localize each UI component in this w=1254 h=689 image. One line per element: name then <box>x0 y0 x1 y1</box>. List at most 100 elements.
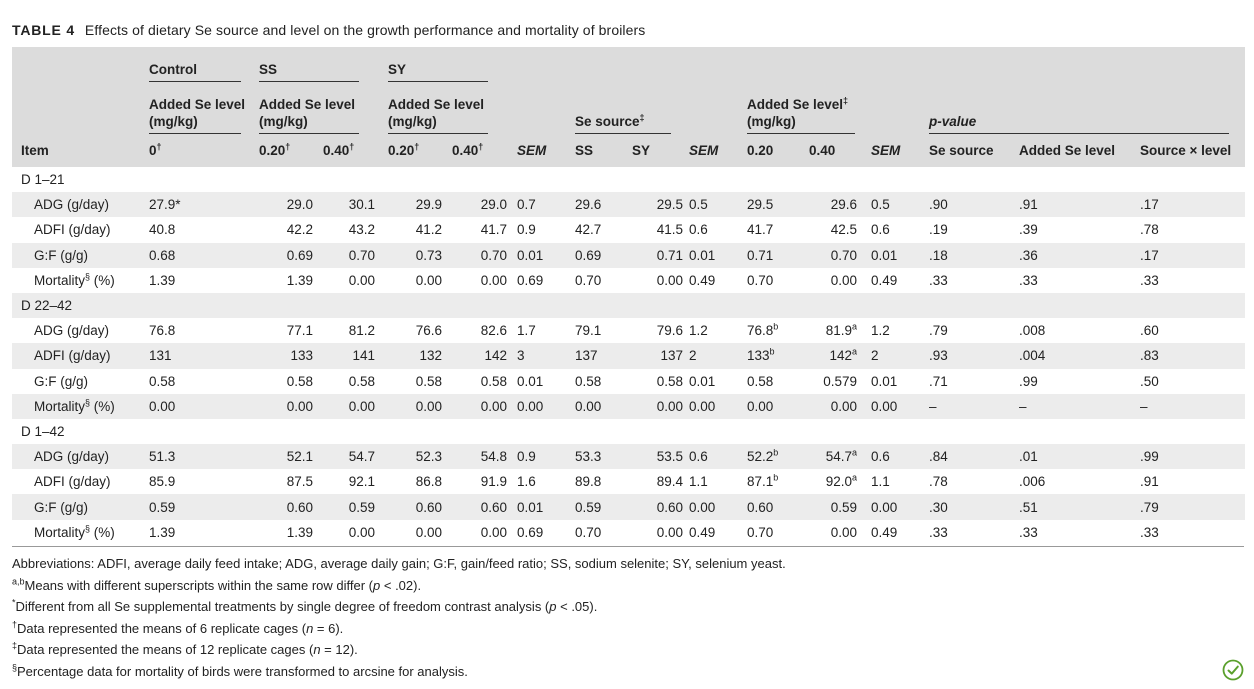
cell-value: 0.60 <box>747 494 809 520</box>
cell-value: 89.8 <box>575 474 602 490</box>
table-row: G:F (g/g) 0.68 0.69 0.70 0.73 0.70 0.01 0.69 0.7… <box>12 242 1245 268</box>
cell-value: 0.69 <box>259 242 323 268</box>
cell-value: 0.579 <box>823 373 857 389</box>
cell-value: 1.39 <box>286 524 313 540</box>
cell-value: 0.70 <box>747 272 774 288</box>
cell-value: 53.5 <box>632 444 689 470</box>
cell-value: 29.6 <box>575 192 632 218</box>
cell-value: 0.01 <box>517 373 544 389</box>
row-item: ADFI (g/day) <box>12 343 149 369</box>
cell-value: 86.8 <box>415 474 442 490</box>
cell-value: 0.59 <box>809 494 871 520</box>
cell-value: 29.0 <box>259 192 323 218</box>
header-sem-2: SEM <box>689 134 747 167</box>
cell-value: 0.69 <box>517 524 544 540</box>
section-title: D 1–21 <box>21 172 65 188</box>
section-row: D 1–42 <box>12 419 1245 444</box>
cell-value: 0.01 <box>871 242 929 268</box>
cell-value: .33 <box>929 524 948 540</box>
cell-value: .006 <box>1019 474 1046 490</box>
cell-value: 0.70 <box>323 242 388 268</box>
cell-value: 54.7 <box>323 444 388 470</box>
cell-value: 0.00 <box>452 393 517 419</box>
cell-value: .19 <box>929 222 948 238</box>
cell-value: 42.2 <box>286 222 313 238</box>
header-c0: 0† <box>149 134 259 167</box>
cell-value: .36 <box>1019 242 1140 268</box>
cell-value: .33 <box>1019 272 1038 288</box>
cell-value: 0.59 <box>149 494 259 520</box>
cell-value: – <box>1140 393 1245 419</box>
cell-value: 1.6 <box>517 474 536 490</box>
cell-value: 51.3 <box>149 444 259 470</box>
cell-value: 142a <box>809 343 871 369</box>
cell-value: 0.01 <box>871 373 898 389</box>
table-row: ADFI (g/day) 40.8 42.2 43.2 41.2 41.7 0.9 42.7 4… <box>12 217 1245 242</box>
cell-value: 0.70 <box>747 524 774 540</box>
header-sy-level: Added Se level (mg/kg) <box>388 96 488 134</box>
cell-value: 40.8 <box>149 222 176 238</box>
cell-value: 0.59 <box>575 494 632 520</box>
cell-value: 0.69 <box>517 272 544 288</box>
table-row: G:F (g/g) 0.58 0.58 0.58 0.58 0.58 0.01 0.58 0.5… <box>12 369 1245 394</box>
cell-value: .78 <box>929 474 948 490</box>
cell-value: .91 <box>1140 474 1159 490</box>
cell-value: 0.60 <box>388 494 452 520</box>
cell-value: 0.7 <box>517 192 575 218</box>
cell-value: .99 <box>1019 373 1038 389</box>
cell-value: 52.1 <box>259 444 323 470</box>
cell-value: 133 <box>259 343 323 369</box>
cell-value: .01 <box>1019 444 1140 470</box>
cell-value: 0.49 <box>871 272 898 288</box>
footnote-double-dagger: ‡Data represented the means of 12 replic… <box>12 640 358 657</box>
cell-value: 1.1 <box>689 474 708 490</box>
cell-value: 85.9 <box>149 474 176 490</box>
section-row: D 1–21 <box>12 167 1245 192</box>
cell-value: 41.7 <box>480 222 507 238</box>
table-row: ADG (g/day) 27.9* 29.0 30.1 29.9 29.0 0.7 29.6 2… <box>12 192 1245 218</box>
table-row: Mortality§ (%) 1.39 1.39 0.00 0.00 0.00 0.69 0.… <box>12 520 1245 545</box>
cell-value: 0.6 <box>689 444 747 470</box>
footnote-abbreviations: Abbreviations: ADFI, average daily feed … <box>12 556 786 571</box>
row-item: G:F (g/g) <box>12 242 149 268</box>
cell-value: 0.00 <box>149 393 259 419</box>
cell-value: 0.9 <box>517 222 536 238</box>
cell-value: 0.68 <box>149 242 259 268</box>
header-se-source: Se source‡ <box>575 113 671 134</box>
cell-value: 3 <box>517 343 575 369</box>
cell-value: 0.01 <box>517 242 575 268</box>
cell-value: 0.00 <box>632 393 689 419</box>
header-control-level: Added Se level (mg/kg) <box>149 96 245 134</box>
table-caption: TABLE 4 Effects of dietary Se source and … <box>12 22 645 38</box>
cell-value: 54.7a <box>809 444 871 470</box>
cell-value: 0.58 <box>348 373 375 389</box>
cell-value: .17 <box>1140 242 1245 268</box>
cell-value: .17 <box>1140 192 1245 218</box>
cell-value: 0.49 <box>871 524 898 540</box>
cell-value: 81.2 <box>348 323 375 339</box>
table-row: ADG (g/day) 76.8 77.1 81.2 76.6 82.6 1.7 79.1 79… <box>12 318 1245 343</box>
cell-value: .99 <box>1140 444 1245 470</box>
table-bottom-rule <box>12 546 1244 547</box>
header-sem-3: SEM <box>871 134 929 167</box>
header-sy: SY <box>388 61 488 82</box>
cell-value: 0.58 <box>149 373 176 389</box>
cell-value: 0.00 <box>830 272 857 288</box>
row-item: ADG (g/day) <box>34 323 110 339</box>
cell-value: 0.71 <box>747 242 809 268</box>
cell-value: .008 <box>1019 323 1046 339</box>
header-item: Item <box>12 134 149 167</box>
cell-value: 0.00 <box>415 524 442 540</box>
cell-value: 1.1 <box>871 474 890 490</box>
cell-value: 0.00 <box>830 524 857 540</box>
cell-value: 29.5 <box>632 192 689 218</box>
cell-value: 0.00 <box>871 494 929 520</box>
results-table: Control SS SY Added Se level (mg/kg) Adde… <box>12 47 1245 545</box>
cell-value: 0.58 <box>747 373 774 389</box>
header-ss-020: 0.20† <box>259 134 323 167</box>
cell-value: .30 <box>929 494 1019 520</box>
cell-value: 29.0 <box>452 192 517 218</box>
section-row: D 22–42 <box>12 292 1245 319</box>
cell-value: 0.58 <box>575 373 602 389</box>
section-title: D 22–42 <box>12 292 1245 319</box>
